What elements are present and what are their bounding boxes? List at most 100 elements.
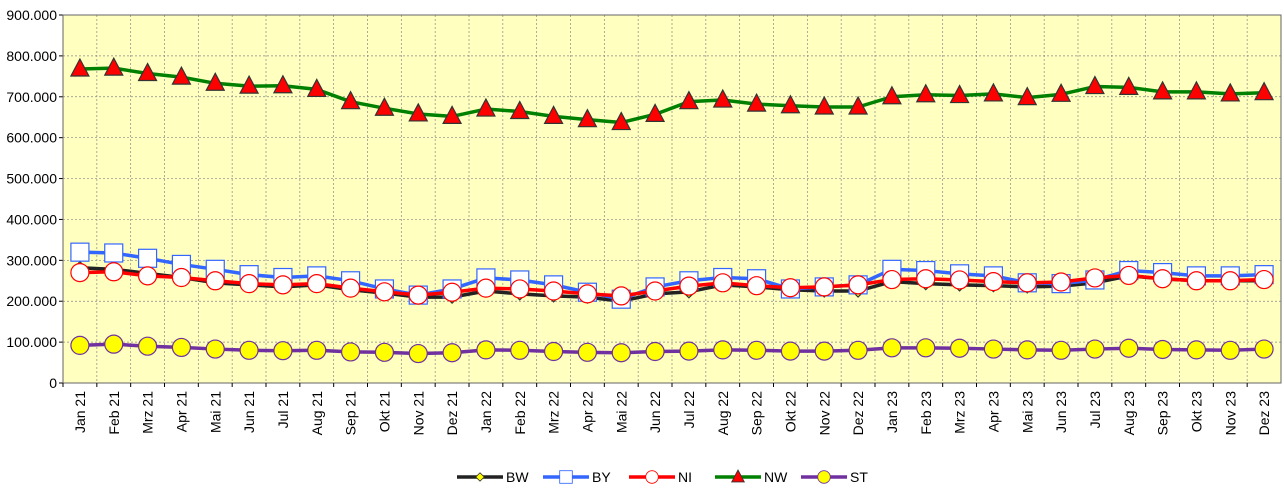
marker xyxy=(70,242,90,262)
marker xyxy=(611,343,631,363)
x-tick-label: Jun 21 xyxy=(241,391,257,433)
x-tick-label: Aug 23 xyxy=(1121,391,1137,436)
marker xyxy=(1119,338,1139,358)
marker xyxy=(1051,272,1071,292)
x-tick-label: Mai 22 xyxy=(613,391,629,433)
marker xyxy=(1051,340,1071,360)
marker xyxy=(577,108,598,128)
marker xyxy=(1152,339,1173,360)
marker xyxy=(273,341,293,361)
x-tick-label: Jan 21 xyxy=(72,391,88,433)
legend-item: BW xyxy=(457,469,529,485)
x-tick-label: Sep 21 xyxy=(343,391,359,436)
marker xyxy=(273,275,293,295)
marker xyxy=(239,340,259,360)
x-tick-label: Mrz 21 xyxy=(140,391,156,434)
marker xyxy=(205,72,226,91)
x-tick-label: Jul 22 xyxy=(681,391,697,429)
marker xyxy=(645,281,665,301)
x-tick-label: Apr 23 xyxy=(985,391,1001,432)
marker xyxy=(70,263,90,283)
marker xyxy=(1220,271,1240,291)
marker xyxy=(1152,80,1173,100)
x-tick-label: Okt 21 xyxy=(376,391,392,432)
marker xyxy=(645,103,666,122)
x-tick-label: Feb 23 xyxy=(918,391,934,435)
x-tick-label: Jul 23 xyxy=(1087,391,1103,429)
legend-item: ST xyxy=(801,469,868,485)
marker xyxy=(780,278,801,298)
y-tick-label: 200.000 xyxy=(6,293,57,309)
marker xyxy=(611,111,632,131)
x-tick-label: Mrz 23 xyxy=(952,391,968,434)
x-tick-label: Okt 22 xyxy=(782,391,798,432)
marker xyxy=(1017,340,1037,360)
marker xyxy=(171,65,192,85)
x-tick-label: Jun 23 xyxy=(1053,391,1069,433)
marker xyxy=(645,341,665,362)
marker xyxy=(1119,265,1139,286)
marker xyxy=(746,92,767,112)
marker xyxy=(408,102,429,122)
marker xyxy=(104,243,124,263)
marker xyxy=(104,334,124,354)
marker xyxy=(340,342,361,362)
marker xyxy=(103,56,124,76)
marker xyxy=(340,278,361,298)
marker xyxy=(713,273,733,293)
x-tick-label: Apr 21 xyxy=(173,391,189,432)
marker xyxy=(949,84,970,104)
x-tick-label: Mrz 22 xyxy=(546,391,562,434)
marker xyxy=(137,336,158,356)
marker xyxy=(1220,340,1240,360)
marker xyxy=(1118,76,1139,95)
marker xyxy=(510,279,530,299)
marker xyxy=(882,269,902,290)
x-tick-label: Nov 23 xyxy=(1222,391,1238,436)
marker xyxy=(442,105,463,125)
marker xyxy=(306,78,327,98)
marker xyxy=(916,338,936,358)
x-tick-label: Jul 21 xyxy=(275,391,291,429)
y-tick-label: 900.000 xyxy=(6,7,57,23)
marker xyxy=(817,470,831,484)
marker xyxy=(374,282,395,302)
marker xyxy=(543,105,564,125)
marker xyxy=(1254,339,1274,359)
marker xyxy=(205,271,225,291)
marker xyxy=(340,90,361,110)
marker xyxy=(1085,339,1105,359)
marker xyxy=(983,82,1004,102)
x-tick-label: Aug 22 xyxy=(715,391,731,436)
marker xyxy=(1017,273,1037,293)
marker xyxy=(1220,82,1241,102)
legend-label: NW xyxy=(764,469,788,485)
x-tick-label: Okt 23 xyxy=(1188,391,1204,432)
marker xyxy=(645,470,659,484)
marker xyxy=(1017,86,1038,106)
marker xyxy=(509,100,530,120)
marker xyxy=(475,472,485,482)
marker xyxy=(814,95,835,115)
y-tick-label: 700.000 xyxy=(6,89,57,105)
marker xyxy=(69,57,90,77)
marker xyxy=(983,339,1004,359)
marker xyxy=(543,281,564,301)
marker xyxy=(543,341,564,362)
marker xyxy=(882,338,902,358)
x-tick-label: Jun 22 xyxy=(647,391,663,433)
marker xyxy=(510,340,530,360)
marker xyxy=(137,62,158,82)
y-tick-label: 0 xyxy=(49,375,57,391)
marker xyxy=(137,266,158,286)
y-tick-label: 800.000 xyxy=(6,48,57,64)
marker xyxy=(137,248,158,268)
marker xyxy=(374,96,395,116)
marker xyxy=(746,276,767,296)
marker xyxy=(1085,268,1105,288)
x-tick-label: Sep 23 xyxy=(1155,391,1171,436)
x-tick-label: Dez 21 xyxy=(444,391,460,436)
marker xyxy=(678,90,699,110)
x-tick-label: Mai 21 xyxy=(207,391,223,433)
